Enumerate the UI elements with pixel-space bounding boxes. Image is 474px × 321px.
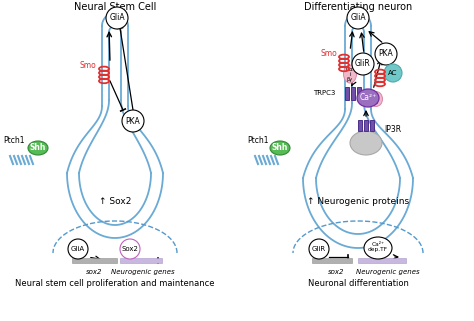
Circle shape xyxy=(375,43,397,65)
Bar xyxy=(370,119,374,131)
Circle shape xyxy=(68,239,88,259)
Text: Shh: Shh xyxy=(272,143,288,152)
Text: Differentiating neuron: Differentiating neuron xyxy=(304,2,412,12)
Text: TRPC3: TRPC3 xyxy=(313,90,335,96)
Text: Neural Stem Cell: Neural Stem Cell xyxy=(74,2,156,12)
Text: PKA: PKA xyxy=(126,117,140,126)
Text: Gα
i: Gα i xyxy=(346,66,354,77)
Ellipse shape xyxy=(350,131,382,155)
Text: Ptch1: Ptch1 xyxy=(247,136,268,145)
Circle shape xyxy=(347,7,369,29)
Ellipse shape xyxy=(370,91,383,107)
Text: GliA: GliA xyxy=(109,13,125,22)
Ellipse shape xyxy=(344,65,356,83)
Text: Smo: Smo xyxy=(320,48,337,57)
Bar xyxy=(72,258,117,263)
Text: GliA: GliA xyxy=(350,13,366,22)
Text: IP3R: IP3R xyxy=(384,126,401,134)
Text: Ca²⁺: Ca²⁺ xyxy=(359,93,377,102)
Text: Neuronal differentiation: Neuronal differentiation xyxy=(308,280,409,289)
Text: G
βγ: G βγ xyxy=(373,94,379,104)
Ellipse shape xyxy=(357,89,379,107)
Bar xyxy=(351,86,355,100)
Text: PKA: PKA xyxy=(379,49,393,58)
Bar xyxy=(345,86,349,100)
Circle shape xyxy=(309,239,329,259)
Text: Neural stem cell proliferation and maintenance: Neural stem cell proliferation and maint… xyxy=(15,280,215,289)
Ellipse shape xyxy=(364,237,392,259)
Text: Ca²⁺
dep.TF: Ca²⁺ dep.TF xyxy=(368,242,388,252)
Circle shape xyxy=(106,7,128,29)
Text: Sox2: Sox2 xyxy=(121,246,138,252)
Text: GliR: GliR xyxy=(312,246,326,252)
Text: ↑ Neurogenic proteins: ↑ Neurogenic proteins xyxy=(307,196,409,205)
Text: sox2: sox2 xyxy=(328,269,344,275)
Text: Smo: Smo xyxy=(79,60,96,70)
Ellipse shape xyxy=(270,141,290,155)
Text: Neurogenic genes: Neurogenic genes xyxy=(356,269,420,275)
Text: GliA: GliA xyxy=(71,246,85,252)
Text: GliR: GliR xyxy=(355,59,371,68)
Bar xyxy=(357,86,361,100)
Text: ↑ Sox2: ↑ Sox2 xyxy=(99,196,131,205)
Bar xyxy=(364,119,368,131)
Text: Neurogenic genes: Neurogenic genes xyxy=(111,269,175,275)
Text: βγ: βγ xyxy=(347,76,353,82)
Text: AC: AC xyxy=(388,70,398,76)
Circle shape xyxy=(352,53,374,75)
Text: Ptch1: Ptch1 xyxy=(3,136,25,145)
Text: sox2: sox2 xyxy=(86,269,102,275)
Bar xyxy=(358,258,406,263)
Circle shape xyxy=(122,110,144,132)
Text: Shh: Shh xyxy=(30,143,46,152)
Ellipse shape xyxy=(28,141,48,155)
Circle shape xyxy=(120,239,140,259)
Bar xyxy=(312,258,352,263)
Bar xyxy=(358,119,362,131)
Bar xyxy=(120,258,162,263)
Ellipse shape xyxy=(384,64,402,82)
